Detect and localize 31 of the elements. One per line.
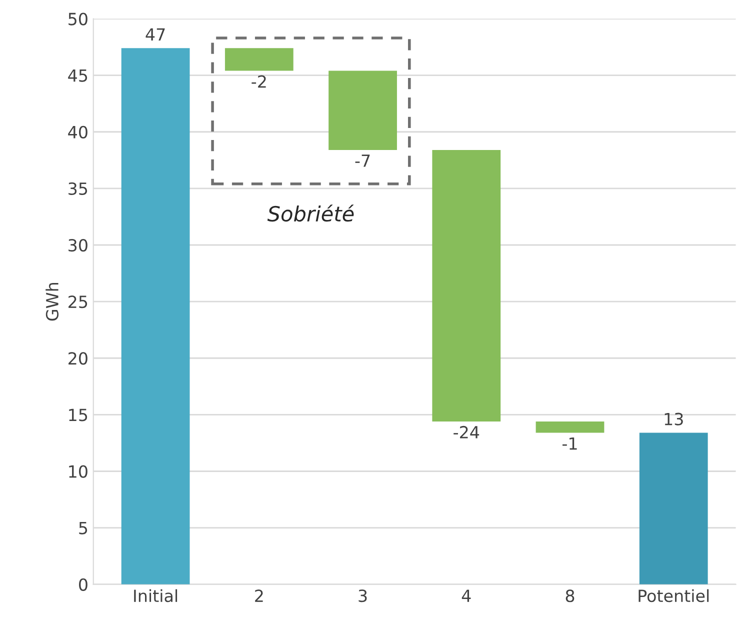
x-tick-label: 3 [358, 590, 367, 602]
x-tick-label: Initial [134, 589, 178, 602]
x-tick-label: 8 [566, 590, 574, 602]
y-tick-label: 5 [79, 522, 88, 534]
y-tick-label: 35 [68, 182, 88, 196]
bar [639, 432, 708, 584]
x-tick-label: 2 [255, 590, 263, 602]
data-label: -7 [355, 154, 370, 167]
x-tick-label: 4 [462, 590, 471, 602]
y-tick-label: 0 [79, 578, 88, 591]
annotation: Sobriété [267, 204, 354, 222]
data-label: -1 [562, 437, 577, 450]
data-label: -24 [454, 426, 480, 438]
bar [121, 48, 190, 584]
y-axis-title: GWh [46, 282, 59, 321]
y-tick-label: 45 [68, 69, 88, 82]
bar [432, 150, 501, 422]
y-tick-label: 20 [68, 352, 88, 365]
y-tick-label: 10 [69, 465, 88, 478]
y-tick-label: 40 [68, 126, 88, 138]
y-tick-label: 15 [69, 408, 88, 422]
bar [536, 421, 604, 433]
bar [224, 48, 294, 71]
data-label: -2 [252, 75, 266, 88]
bar [328, 70, 397, 150]
x-tick-label: Potentiel [638, 589, 709, 602]
data-label: 47 [146, 28, 165, 41]
y-tick-label: 25 [68, 296, 88, 308]
data-label: 13 [664, 412, 683, 426]
y-tick-label: 50 [68, 12, 88, 26]
y-tick-label: 30 [68, 238, 88, 252]
